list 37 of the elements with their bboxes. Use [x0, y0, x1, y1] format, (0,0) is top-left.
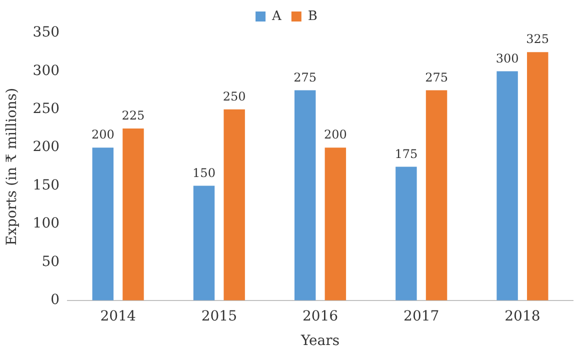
- x-axis-title: Years: [300, 333, 340, 350]
- y-tick-label: 100: [32, 216, 60, 232]
- legend-label: B: [308, 8, 318, 24]
- data-label: 275: [425, 70, 448, 84]
- data-label: 175: [394, 146, 418, 161]
- x-tick-label: 2017: [404, 308, 440, 324]
- bar: [193, 186, 215, 300]
- data-label: 275: [294, 70, 317, 84]
- bar: [324, 148, 346, 300]
- x-tick-label: 2015: [201, 308, 237, 324]
- data-label: 200: [91, 128, 114, 142]
- bar: [92, 148, 114, 300]
- y-tick-label: 350: [32, 24, 60, 41]
- data-label: 225: [122, 108, 145, 123]
- data-label: 325: [526, 32, 550, 46]
- y-tick-label: 200: [32, 139, 60, 156]
- y-tick-label: 250: [32, 101, 60, 118]
- y-tick-label: 300: [32, 62, 60, 79]
- data-label: 150: [192, 166, 216, 180]
- x-tick-label: 2016: [302, 308, 338, 324]
- y-axis-title: Exports (in ₹ millions): [4, 88, 20, 246]
- x-tick-label: 2018: [504, 308, 540, 324]
- bar: [396, 166, 417, 300]
- x-tick-label: 2014: [100, 308, 136, 324]
- bar: [224, 109, 245, 300]
- bar: [527, 52, 548, 300]
- bar: [426, 90, 448, 300]
- bar: [294, 90, 316, 300]
- y-tick-label: 150: [32, 177, 60, 194]
- bar: [496, 71, 518, 300]
- data-label: 250: [222, 90, 246, 104]
- y-tick-label: 50: [42, 254, 60, 270]
- legend-label: A: [271, 8, 282, 24]
- bar: [122, 128, 144, 300]
- data-label: 300: [496, 51, 519, 66]
- y-tick-label: 0: [50, 292, 60, 308]
- data-label: 200: [324, 128, 347, 142]
